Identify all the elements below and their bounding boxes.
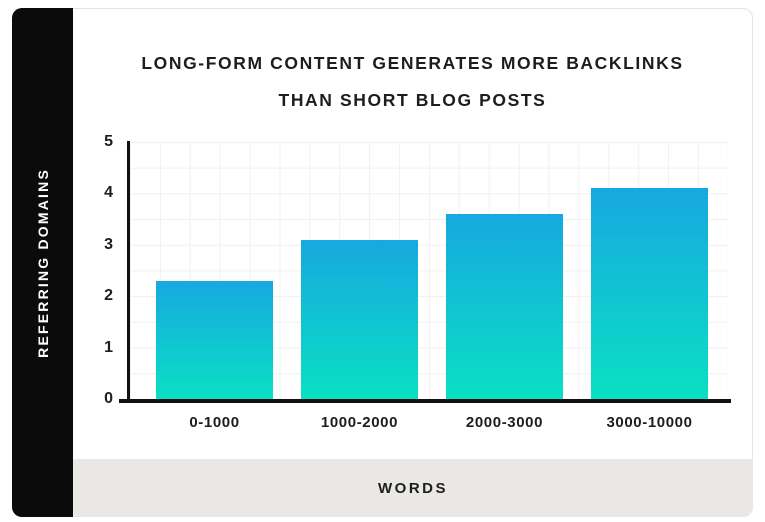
bar-2000-3000	[446, 214, 563, 399]
x-axis-panel: WORDS	[73, 459, 753, 517]
y-tick-label-0: 0	[104, 390, 113, 407]
y-tick-label-5: 5	[104, 133, 113, 150]
y-tick-label-2: 2	[104, 287, 113, 305]
y-tick-label-4: 4	[104, 184, 113, 202]
chart-title: LONG-FORM CONTENT GENERATES MORE BACKLIN…	[73, 45, 752, 119]
bar-0-1000	[156, 281, 273, 399]
x-axis-title: WORDS	[378, 479, 448, 497]
bar-1000-2000	[301, 240, 418, 399]
y-axis-panel: REFERRING DOMAINS	[12, 8, 73, 517]
y-axis-line	[127, 141, 130, 401]
chart-title-line1: LONG-FORM CONTENT GENERATES MORE BACKLIN…	[141, 53, 684, 73]
x-tick-label-3000-10000: 3000-10000	[606, 414, 693, 431]
bar-3000-10000	[591, 188, 708, 399]
x-axis-line	[119, 399, 731, 403]
y-tick-label-1: 1	[104, 338, 113, 356]
chart-title-line2: THAN SHORT BLOG POSTS	[278, 90, 547, 110]
plot-area	[130, 142, 728, 399]
chart-card: REFERRING DOMAINS LONG-FORM CONTENT GENE…	[12, 8, 753, 517]
y-tick-label-3: 3	[104, 235, 113, 253]
x-tick-label-1000-2000: 1000-2000	[320, 414, 399, 431]
x-tick-label-2000-3000: 2000-3000	[465, 414, 544, 431]
x-tick-label-0-1000: 0-1000	[189, 414, 240, 431]
